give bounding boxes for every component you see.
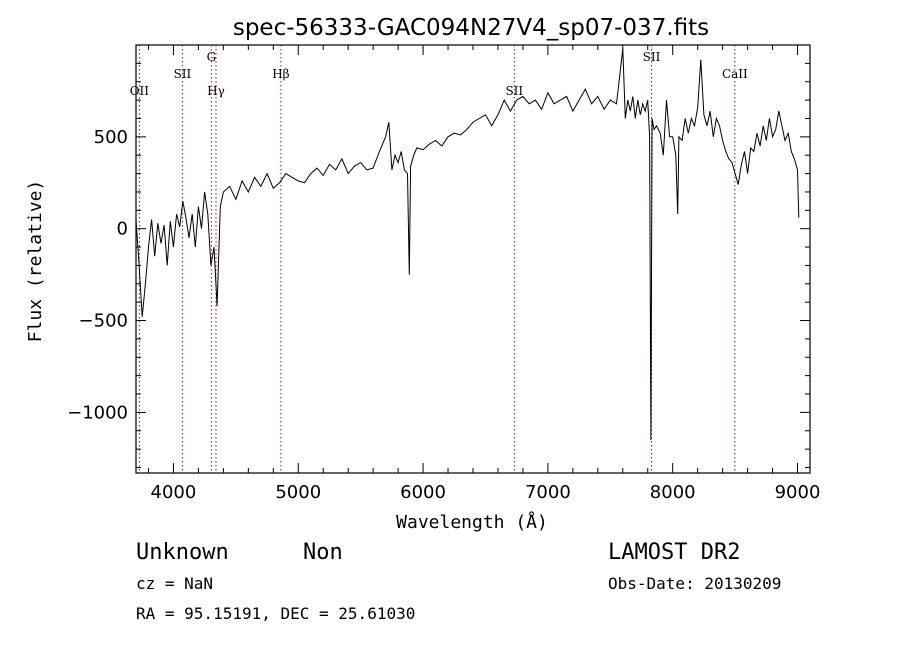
cz-label: cz = NaN (136, 574, 213, 593)
plot-frame (135, 44, 811, 474)
y-tick-label: 500 (94, 127, 128, 148)
subclass-label: Non (303, 540, 343, 565)
y-tick-label: −1000 (67, 402, 128, 423)
x-tick-label: 8000 (650, 482, 696, 503)
spectrum-line (135, 48, 800, 440)
coords-label: RA = 95.15191, DEC = 25.61030 (136, 604, 415, 623)
marker-label: SII (505, 84, 523, 98)
x-axis-label: Wavelength (Å) (396, 511, 548, 533)
x-tick-label: 9000 (775, 482, 821, 503)
marker-label: Hγ (207, 84, 225, 98)
y-tick-label: −500 (79, 311, 128, 332)
obs-date-label: Obs-Date: 20130209 (608, 574, 781, 593)
x-tick-label: 6000 (400, 482, 446, 503)
chart-title: spec-56333-GAC094N27V4_sp07-037.fits (233, 15, 709, 41)
survey-label: LAMOST DR2 (608, 540, 740, 565)
y-axis-label: Flux (relative) (25, 180, 46, 343)
marker-label: SII (174, 67, 192, 81)
y-tick-label: 0 (117, 219, 128, 240)
marker-label: OII (130, 84, 150, 98)
x-tick-label: 4000 (151, 482, 197, 503)
marker-label: CaII (722, 67, 748, 81)
x-tick-label: 7000 (525, 482, 571, 503)
y-axis-ticks: −1000 −500 0 500 (67, 62, 810, 468)
class-label: Unknown (136, 540, 229, 565)
marker-label: SII (643, 50, 661, 64)
marker-label: G (207, 50, 217, 64)
marker-label: Hβ (272, 67, 289, 81)
x-axis-ticks: 4000 5000 6000 7000 8000 9000 (147, 45, 821, 503)
emission-markers: OII SII G Hγ Hβ SII SII CaII (130, 45, 748, 473)
x-tick-label: 5000 (275, 482, 321, 503)
